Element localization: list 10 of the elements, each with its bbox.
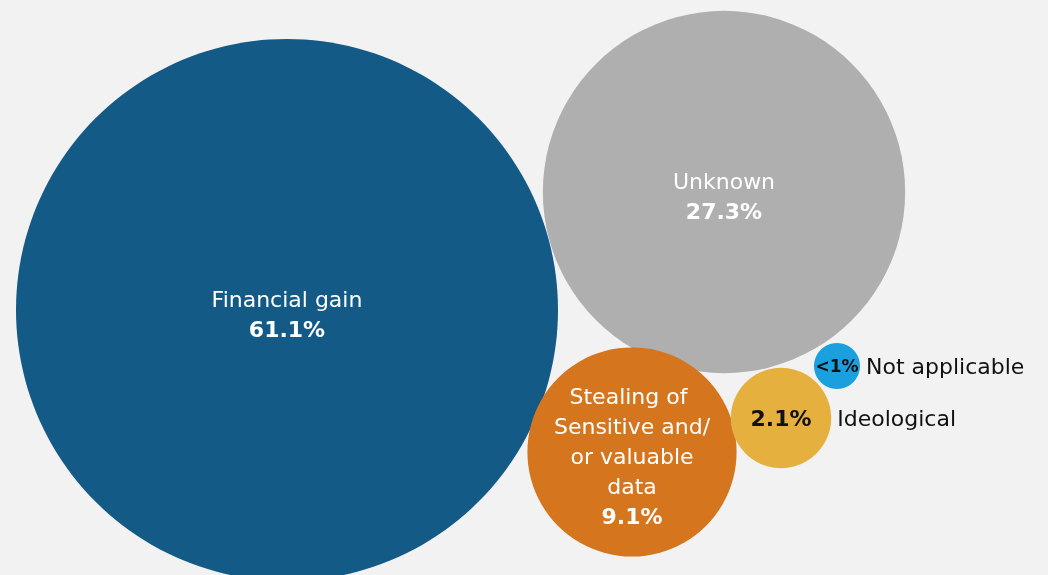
data-label: 27.3%	[685, 198, 763, 224]
data-label: 9.1%	[601, 503, 663, 529]
category-label: Ideological	[837, 405, 957, 431]
category-label: Stealing of Sensitive and/ or valuable data	[553, 383, 711, 499]
category-label: Unknown	[672, 168, 776, 194]
category-label: Not applicable	[866, 353, 1025, 379]
data-label: 61.1%	[248, 316, 326, 342]
data-label: <1%	[815, 356, 859, 376]
category-label: Financial gain	[211, 286, 363, 312]
data-label: 2.1%	[750, 405, 812, 431]
